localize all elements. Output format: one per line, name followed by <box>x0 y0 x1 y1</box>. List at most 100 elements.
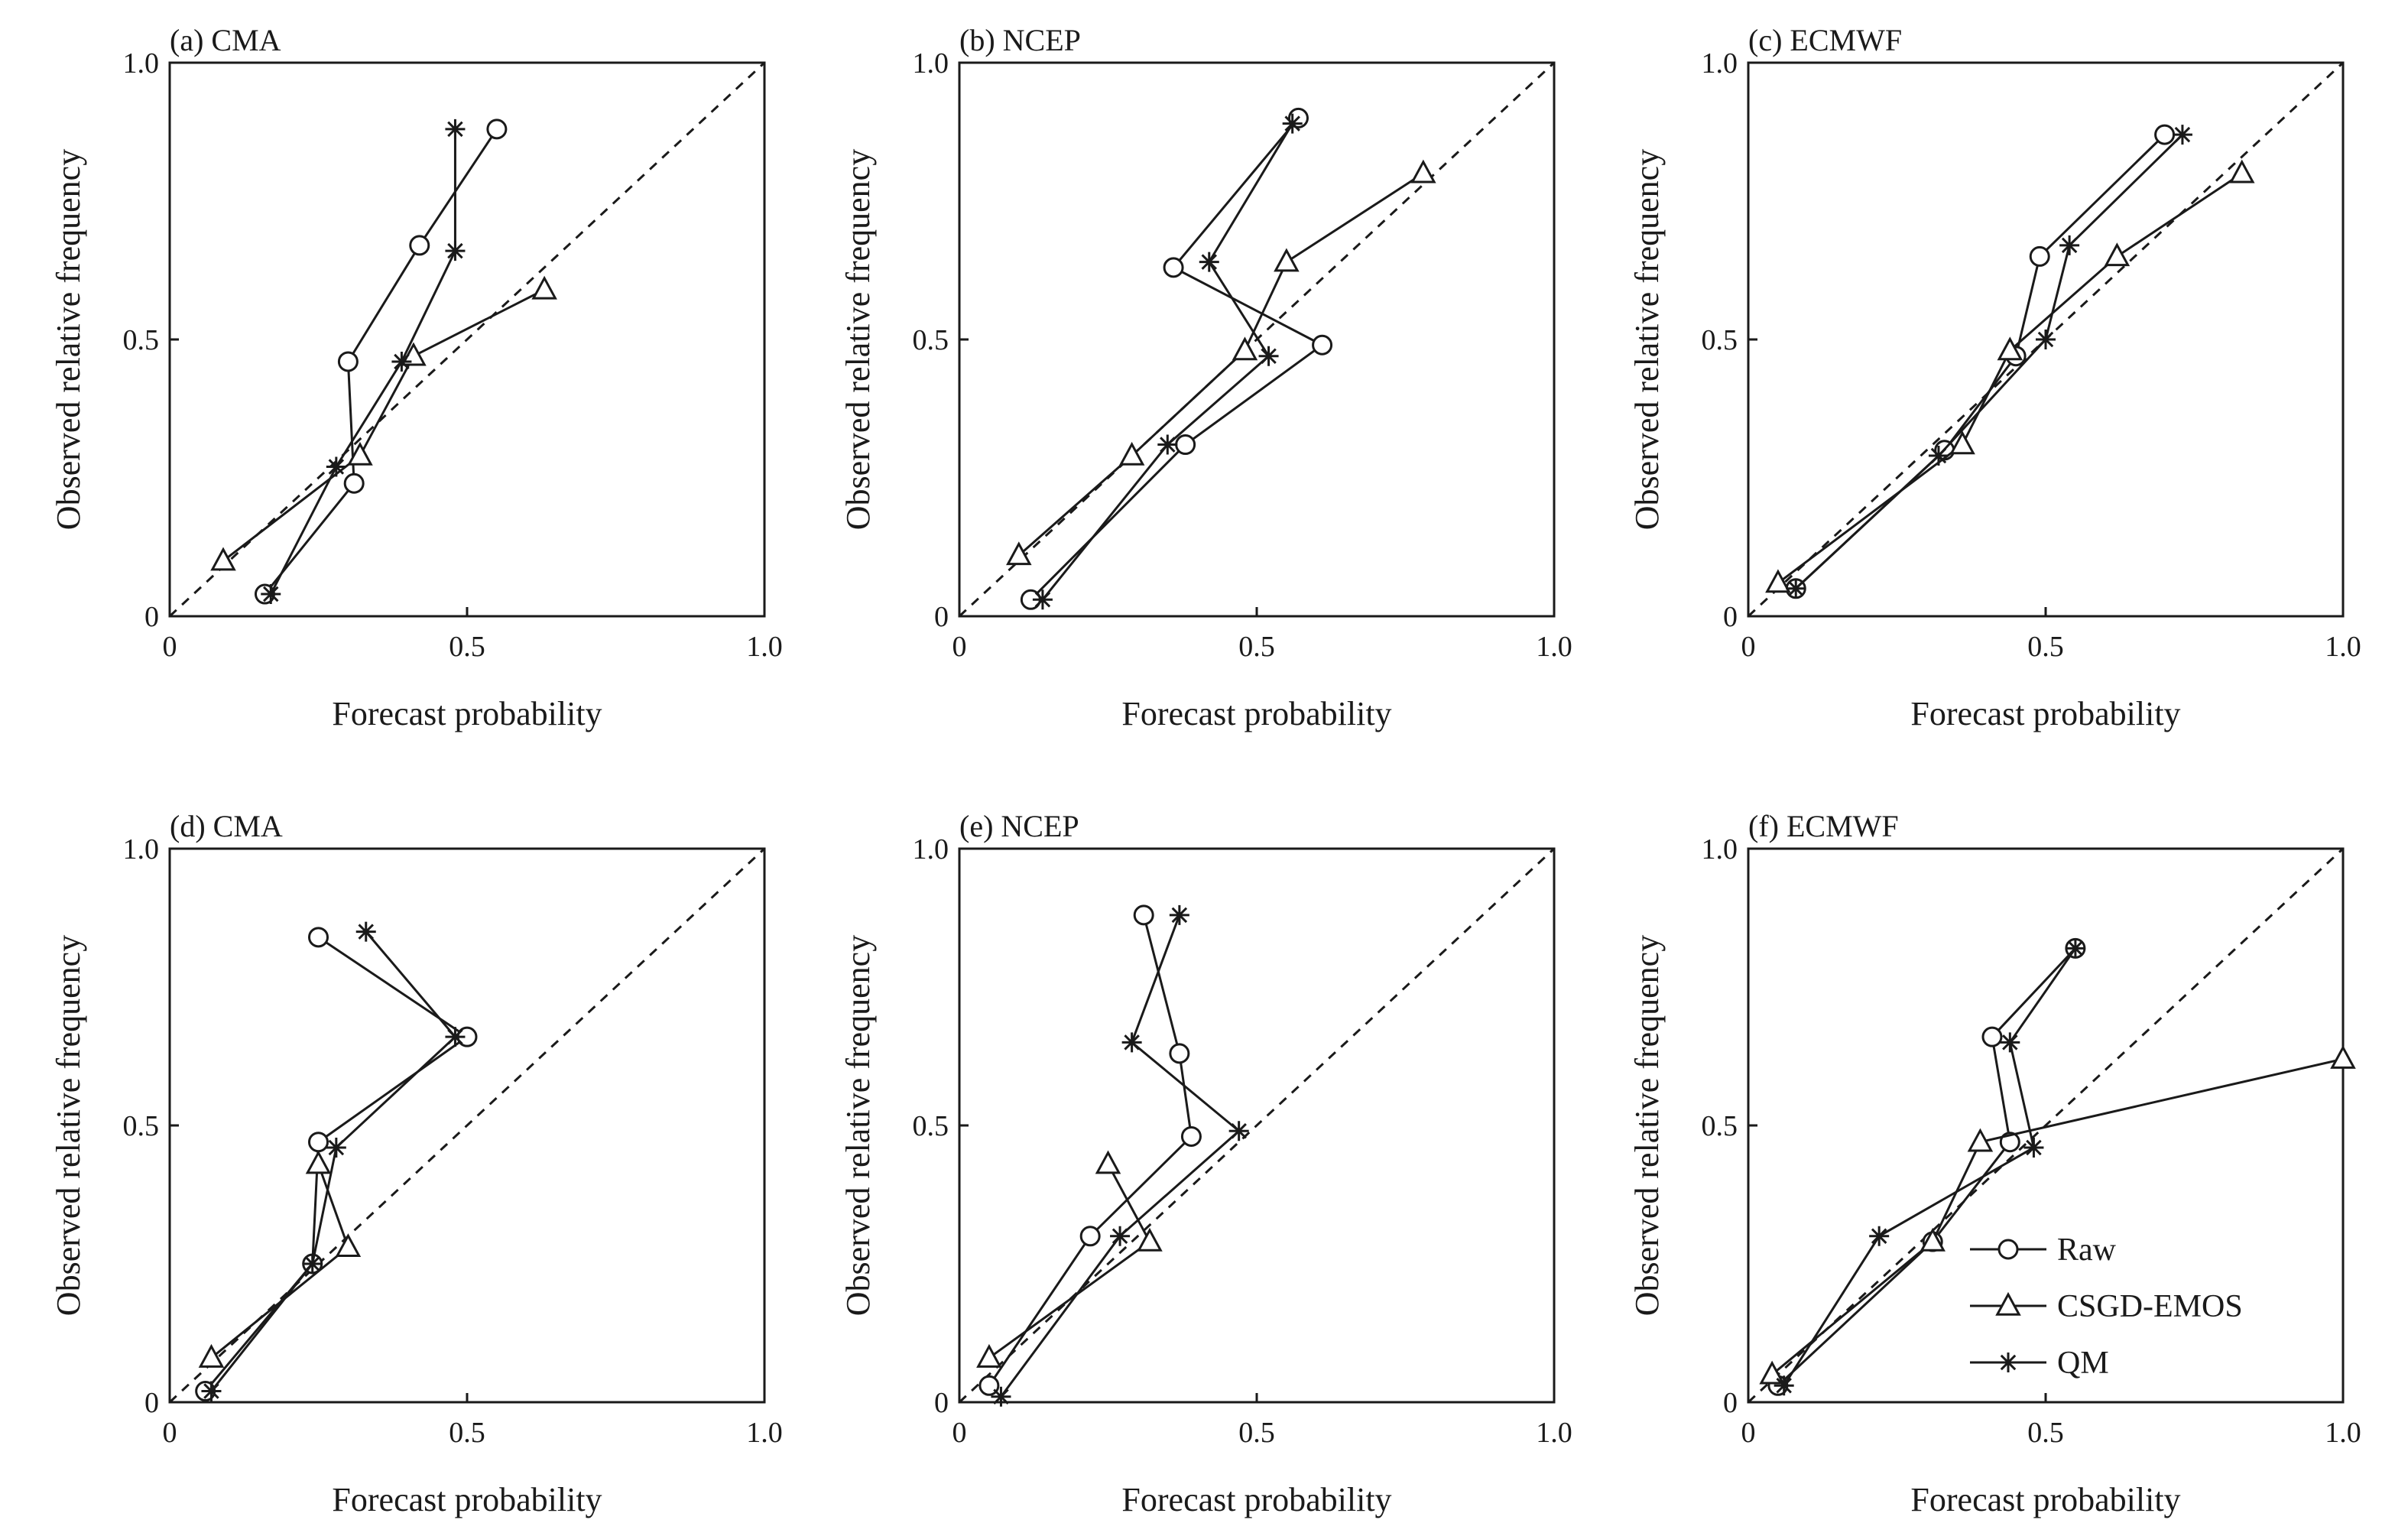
data-point-circle <box>337 351 359 372</box>
series-line <box>1783 947 2077 1387</box>
y-tick-label: 1.0 <box>1702 47 1738 80</box>
data-point-circle <box>486 119 508 140</box>
data-point-star <box>1258 346 1279 366</box>
data-point-triangle <box>1118 441 1145 466</box>
data-point-star <box>261 584 281 605</box>
series-raw <box>1020 107 1333 610</box>
data-point-triangle <box>1095 1150 1121 1174</box>
x-axis-label: Forecast probability <box>1910 1481 2180 1518</box>
data-point-triangle <box>2104 242 2131 267</box>
diagonal-reference-line <box>958 61 1556 618</box>
data-point-star <box>445 119 466 139</box>
y-tick-label: 0 <box>144 1387 159 1419</box>
legend-marker-triangle <box>1995 1291 2021 1316</box>
y-tick-label: 0.5 <box>1702 1110 1738 1142</box>
data-point-star <box>1282 113 1303 134</box>
data-point-star <box>1110 1226 1131 1246</box>
series-raw <box>978 904 1202 1396</box>
y-tick-label: 1.0 <box>123 833 160 865</box>
data-point-triangle <box>347 441 373 466</box>
series-line <box>1041 122 1293 601</box>
data-point-circle <box>1180 1125 1202 1147</box>
series-csgd-emos <box>1759 1044 2356 1385</box>
panel-6: (f) ECMWF 00 0.5 0.5 1.0 1.0 Forecast probabil… <box>1628 809 2361 1518</box>
panel-3: (c) ECMWF 00 0.5 0.5 1.0 1.0 Forecast probabil… <box>1628 23 2361 732</box>
data-point-star <box>1786 578 1806 599</box>
data-point-triangle <box>976 1343 1002 1368</box>
data-point-circle <box>1133 904 1154 926</box>
data-point-star <box>991 1386 1011 1407</box>
legend-label: Raw <box>2057 1232 2117 1268</box>
data-point-star <box>1121 1032 1142 1053</box>
series-csgd-emos <box>210 275 557 571</box>
data-point-circle <box>1175 434 1196 456</box>
y-tick-label: 1.0 <box>913 833 949 865</box>
panel-1: (a) CMA 00 0.5 0.5 1.0 1.0 Forecast probabilit… <box>50 23 783 732</box>
x-tick-label: 0 <box>1741 1417 1756 1449</box>
series-raw <box>1767 937 2086 1396</box>
panel-title: (e) NCEP <box>959 809 1079 843</box>
data-point-circle <box>308 1132 329 1153</box>
panel-5: (e) NCEP 00 0.5 0.5 1.0 1.0 Forecast probabili… <box>839 809 1572 1518</box>
y-tick-label: 1.0 <box>913 47 949 80</box>
panel-title: (f) ECMWF <box>1748 809 1899 843</box>
series-qm <box>1786 125 2192 599</box>
data-point-star <box>391 351 412 372</box>
data-point-star <box>2036 330 2056 349</box>
x-tick-label: 1.0 <box>1536 1417 1572 1449</box>
data-point-triangle <box>1949 430 1975 455</box>
data-point-circle <box>1169 1043 1190 1064</box>
data-point-star <box>355 921 376 942</box>
y-tick-label: 0.5 <box>913 1110 949 1142</box>
series-qm <box>261 119 466 605</box>
data-point-star <box>445 1027 466 1047</box>
x-tick-label: 0.5 <box>1238 631 1275 663</box>
data-point-star <box>201 1381 222 1401</box>
data-point-triangle <box>1274 248 1300 272</box>
series-raw <box>195 927 478 1402</box>
x-tick-label: 0 <box>1741 631 1756 663</box>
y-tick-label: 0 <box>144 601 159 633</box>
y-tick-label: 0.5 <box>913 324 949 356</box>
data-point-triangle <box>1232 336 1258 361</box>
y-axis-label: Observed relative frequency <box>839 935 877 1316</box>
data-point-star <box>1157 434 1178 455</box>
panel-title: (c) ECMWF <box>1748 23 1902 57</box>
y-tick-label: 1.0 <box>1702 833 1738 865</box>
legend-label: CSGD-EMOS <box>2057 1289 2243 1324</box>
series-line <box>264 128 498 595</box>
data-point-triangle <box>1006 541 1032 566</box>
y-tick-label: 0 <box>1723 1387 1738 1419</box>
data-point-star <box>1228 1121 1249 1141</box>
data-point-triangle <box>1997 336 2023 361</box>
x-tick-label: 1.0 <box>2325 1417 2361 1449</box>
series-line <box>210 930 457 1392</box>
x-axis-label: Forecast probability <box>1121 695 1391 732</box>
series-line <box>222 288 545 562</box>
data-point-triangle <box>531 275 557 300</box>
series-qm <box>1032 113 1303 610</box>
x-tick-label: 1.0 <box>746 1417 783 1449</box>
x-axis-label: Forecast probability <box>332 695 602 732</box>
data-point-star <box>445 241 466 261</box>
y-tick-label: 0 <box>934 1387 949 1419</box>
data-point-circle <box>2154 124 2176 145</box>
data-point-star <box>326 1137 346 1158</box>
data-point-triangle <box>210 547 236 571</box>
y-tick-label: 0.5 <box>123 324 160 356</box>
data-point-circle <box>1312 334 1333 356</box>
panel-title: (d) CMA <box>170 809 283 843</box>
x-tick-label: 0 <box>952 631 967 663</box>
y-tick-label: 0.5 <box>123 1110 160 1142</box>
y-tick-label: 0.5 <box>1702 324 1738 356</box>
data-point-triangle <box>2330 1044 2356 1069</box>
data-point-star <box>326 456 346 477</box>
x-tick-label: 0 <box>952 1417 967 1449</box>
data-point-triangle <box>1410 159 1436 183</box>
series-line <box>1795 134 2183 589</box>
series-line <box>269 128 456 595</box>
data-point-circle <box>343 472 365 494</box>
data-point-triangle <box>1765 569 1791 593</box>
series-raw <box>254 119 508 605</box>
